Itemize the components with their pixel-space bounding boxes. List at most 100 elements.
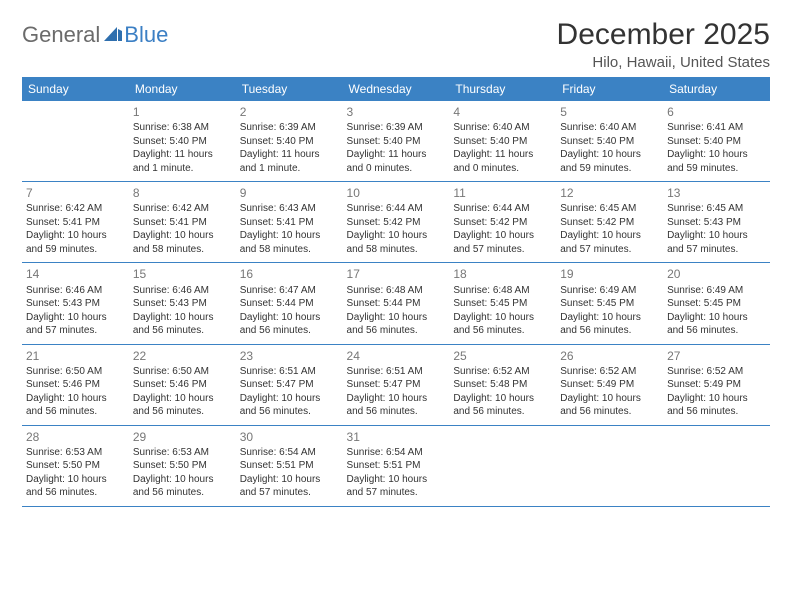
- day-header: Sunday: [22, 77, 129, 101]
- day-number: 3: [347, 104, 446, 120]
- sunset-text: Sunset: 5:43 PM: [133, 297, 232, 311]
- daylight-text: Daylight: 10 hours and 57 minutes.: [240, 473, 339, 500]
- daylight-text: Daylight: 10 hours and 56 minutes.: [560, 392, 659, 419]
- calendar-day-cell: 13Sunrise: 6:45 AMSunset: 5:43 PMDayligh…: [663, 182, 770, 263]
- calendar-day-cell: 28Sunrise: 6:53 AMSunset: 5:50 PMDayligh…: [22, 425, 129, 506]
- daylight-text: Daylight: 10 hours and 57 minutes.: [560, 229, 659, 256]
- daylight-text: Daylight: 10 hours and 56 minutes.: [133, 392, 232, 419]
- sunset-text: Sunset: 5:46 PM: [26, 378, 125, 392]
- day-number: 21: [26, 348, 125, 364]
- calendar-day-cell: 20Sunrise: 6:49 AMSunset: 5:45 PMDayligh…: [663, 263, 770, 344]
- calendar-week-row: 14Sunrise: 6:46 AMSunset: 5:43 PMDayligh…: [22, 263, 770, 344]
- calendar-day-cell: 18Sunrise: 6:48 AMSunset: 5:45 PMDayligh…: [449, 263, 556, 344]
- day-number: 23: [240, 348, 339, 364]
- day-header: Monday: [129, 77, 236, 101]
- day-number: 25: [453, 348, 552, 364]
- day-header: Wednesday: [343, 77, 450, 101]
- daylight-text: Daylight: 10 hours and 57 minutes.: [667, 229, 766, 256]
- day-number: 18: [453, 266, 552, 282]
- calendar-day-cell: 1Sunrise: 6:38 AMSunset: 5:40 PMDaylight…: [129, 101, 236, 182]
- calendar-day-cell: 9Sunrise: 6:43 AMSunset: 5:41 PMDaylight…: [236, 182, 343, 263]
- sunset-text: Sunset: 5:45 PM: [453, 297, 552, 311]
- daylight-text: Daylight: 10 hours and 57 minutes.: [453, 229, 552, 256]
- sunrise-text: Sunrise: 6:39 AM: [347, 121, 446, 135]
- calendar-day-cell: 22Sunrise: 6:50 AMSunset: 5:46 PMDayligh…: [129, 344, 236, 425]
- sunrise-text: Sunrise: 6:42 AM: [133, 202, 232, 216]
- sunrise-text: Sunrise: 6:42 AM: [26, 202, 125, 216]
- day-header: Friday: [556, 77, 663, 101]
- day-number: 1: [133, 104, 232, 120]
- daylight-text: Daylight: 10 hours and 56 minutes.: [240, 311, 339, 338]
- logo-text-blue: Blue: [124, 22, 168, 48]
- daylight-text: Daylight: 10 hours and 57 minutes.: [26, 311, 125, 338]
- sunrise-text: Sunrise: 6:54 AM: [347, 446, 446, 460]
- daylight-text: Daylight: 10 hours and 56 minutes.: [26, 392, 125, 419]
- sunset-text: Sunset: 5:40 PM: [667, 135, 766, 149]
- day-number: 19: [560, 266, 659, 282]
- daylight-text: Daylight: 10 hours and 58 minutes.: [240, 229, 339, 256]
- day-number: 27: [667, 348, 766, 364]
- calendar-day-cell: 14Sunrise: 6:46 AMSunset: 5:43 PMDayligh…: [22, 263, 129, 344]
- sunset-text: Sunset: 5:45 PM: [560, 297, 659, 311]
- calendar-week-row: 7Sunrise: 6:42 AMSunset: 5:41 PMDaylight…: [22, 182, 770, 263]
- calendar-day-cell: 25Sunrise: 6:52 AMSunset: 5:48 PMDayligh…: [449, 344, 556, 425]
- sunset-text: Sunset: 5:48 PM: [453, 378, 552, 392]
- sunset-text: Sunset: 5:41 PM: [240, 216, 339, 230]
- daylight-text: Daylight: 11 hours and 0 minutes.: [453, 148, 552, 175]
- calendar-day-cell: 5Sunrise: 6:40 AMSunset: 5:40 PMDaylight…: [556, 101, 663, 182]
- sunset-text: Sunset: 5:43 PM: [667, 216, 766, 230]
- sunset-text: Sunset: 5:40 PM: [347, 135, 446, 149]
- sunset-text: Sunset: 5:45 PM: [667, 297, 766, 311]
- sunrise-text: Sunrise: 6:50 AM: [133, 365, 232, 379]
- calendar-day-cell: 12Sunrise: 6:45 AMSunset: 5:42 PMDayligh…: [556, 182, 663, 263]
- sunrise-text: Sunrise: 6:47 AM: [240, 284, 339, 298]
- daylight-text: Daylight: 11 hours and 0 minutes.: [347, 148, 446, 175]
- daylight-text: Daylight: 10 hours and 56 minutes.: [133, 473, 232, 500]
- sunset-text: Sunset: 5:50 PM: [26, 459, 125, 473]
- calendar-day-cell: 11Sunrise: 6:44 AMSunset: 5:42 PMDayligh…: [449, 182, 556, 263]
- calendar-day-cell: 19Sunrise: 6:49 AMSunset: 5:45 PMDayligh…: [556, 263, 663, 344]
- sunrise-text: Sunrise: 6:51 AM: [347, 365, 446, 379]
- sunset-text: Sunset: 5:46 PM: [133, 378, 232, 392]
- title-block: December 2025 Hilo, Hawaii, United State…: [557, 18, 770, 71]
- sunrise-text: Sunrise: 6:44 AM: [347, 202, 446, 216]
- sunset-text: Sunset: 5:44 PM: [347, 297, 446, 311]
- day-header: Thursday: [449, 77, 556, 101]
- daylight-text: Daylight: 10 hours and 58 minutes.: [133, 229, 232, 256]
- calendar-day-cell: 17Sunrise: 6:48 AMSunset: 5:44 PMDayligh…: [343, 263, 450, 344]
- calendar-day-cell: 15Sunrise: 6:46 AMSunset: 5:43 PMDayligh…: [129, 263, 236, 344]
- day-number: 26: [560, 348, 659, 364]
- sunset-text: Sunset: 5:47 PM: [347, 378, 446, 392]
- day-number: 11: [453, 185, 552, 201]
- calendar-day-cell: 6Sunrise: 6:41 AMSunset: 5:40 PMDaylight…: [663, 101, 770, 182]
- month-title: December 2025: [557, 18, 770, 52]
- sunset-text: Sunset: 5:49 PM: [560, 378, 659, 392]
- sunset-text: Sunset: 5:49 PM: [667, 378, 766, 392]
- sunrise-text: Sunrise: 6:46 AM: [26, 284, 125, 298]
- calendar-day-cell: 26Sunrise: 6:52 AMSunset: 5:49 PMDayligh…: [556, 344, 663, 425]
- day-number: 20: [667, 266, 766, 282]
- day-number: 12: [560, 185, 659, 201]
- sunrise-text: Sunrise: 6:44 AM: [453, 202, 552, 216]
- calendar-day-cell: 7Sunrise: 6:42 AMSunset: 5:41 PMDaylight…: [22, 182, 129, 263]
- day-number: 2: [240, 104, 339, 120]
- sunrise-text: Sunrise: 6:38 AM: [133, 121, 232, 135]
- calendar-day-cell: [22, 101, 129, 182]
- calendar-day-cell: 3Sunrise: 6:39 AMSunset: 5:40 PMDaylight…: [343, 101, 450, 182]
- daylight-text: Daylight: 11 hours and 1 minute.: [133, 148, 232, 175]
- sunrise-text: Sunrise: 6:52 AM: [560, 365, 659, 379]
- day-number: 5: [560, 104, 659, 120]
- calendar-table: Sunday Monday Tuesday Wednesday Thursday…: [22, 77, 770, 507]
- calendar-day-cell: 23Sunrise: 6:51 AMSunset: 5:47 PMDayligh…: [236, 344, 343, 425]
- sunrise-text: Sunrise: 6:45 AM: [667, 202, 766, 216]
- logo-sail-icon: [104, 25, 122, 41]
- daylight-text: Daylight: 10 hours and 59 minutes.: [560, 148, 659, 175]
- sunrise-text: Sunrise: 6:40 AM: [453, 121, 552, 135]
- sunrise-text: Sunrise: 6:52 AM: [667, 365, 766, 379]
- day-number: 10: [347, 185, 446, 201]
- sunset-text: Sunset: 5:41 PM: [26, 216, 125, 230]
- daylight-text: Daylight: 10 hours and 56 minutes.: [453, 311, 552, 338]
- sunset-text: Sunset: 5:40 PM: [240, 135, 339, 149]
- day-number: 6: [667, 104, 766, 120]
- sunrise-text: Sunrise: 6:46 AM: [133, 284, 232, 298]
